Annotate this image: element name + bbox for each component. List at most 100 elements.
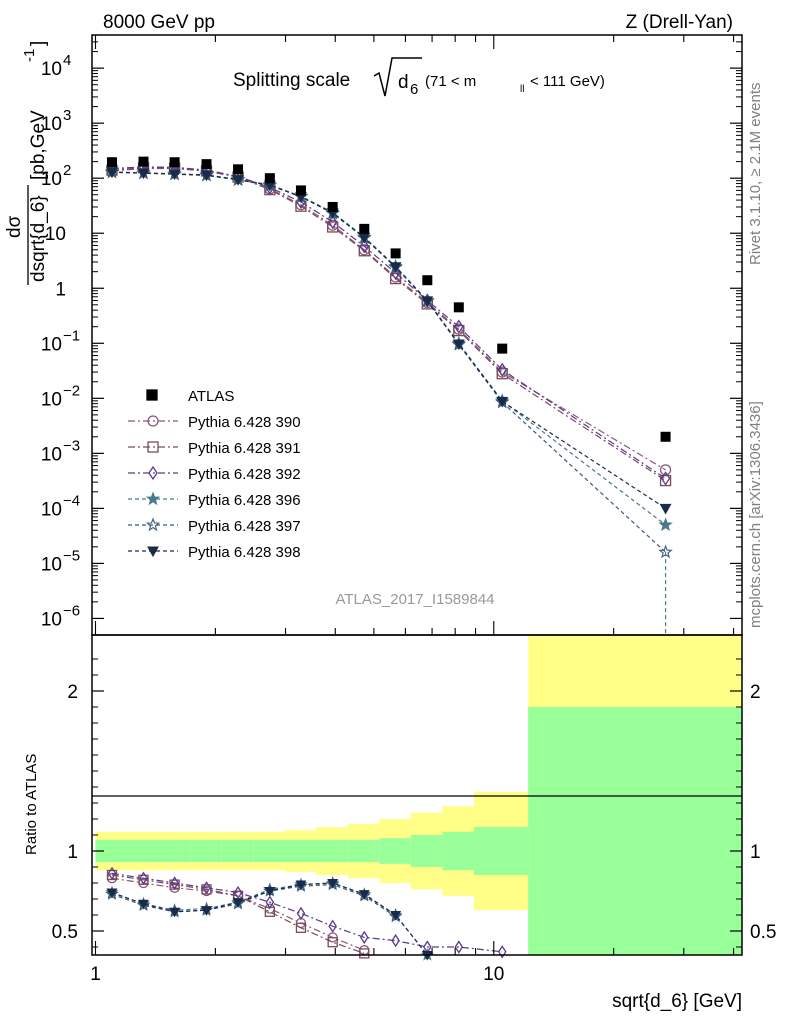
series-point: [659, 464, 672, 476]
series-line: [111, 167, 666, 482]
y-tick-exponent: −4: [63, 492, 80, 509]
stat-band: [528, 707, 742, 955]
series-point: [660, 471, 671, 486]
ratio-point: [202, 881, 211, 895]
ratio-axis-ticks: 2 2 1 1 0.5 0.5: [52, 658, 776, 948]
y-tick-label: 10: [41, 499, 62, 520]
y-tick-exponent: 4: [63, 52, 71, 69]
ratio-tick-label-right: 1: [750, 842, 761, 863]
ratio-tick-label: 0.5: [52, 922, 78, 943]
ratio-point: [169, 907, 181, 918]
y-label-units: [pb,GeV: [28, 110, 49, 180]
atlas-point: [106, 157, 117, 168]
legend-marker: [147, 441, 159, 453]
stat-band: [284, 839, 317, 863]
legend-label: ATLAS: [188, 388, 234, 405]
atlas-point: [327, 201, 338, 212]
ratio-y-label: Ratio to ATLAS: [23, 754, 40, 855]
ratio-point: [328, 919, 337, 933]
y-axis-label: dσ dsqrt{d_6} [pb,GeV -1 ]: [4, 41, 49, 285]
atlas-point: [138, 156, 149, 167]
y-label-numerator: dσ: [4, 215, 25, 238]
stat-band: [158, 839, 191, 863]
ratio-point: [295, 880, 307, 891]
series-point: [496, 368, 508, 380]
stat-band: [379, 838, 411, 864]
legend-label: Pythia 6.428 392: [188, 466, 301, 483]
atlas-point: [295, 185, 306, 196]
y-tick-label: 10: [45, 224, 66, 245]
y-tick-exponent: −2: [63, 382, 80, 399]
chart-title-range-sub: ll: [520, 84, 524, 95]
series-point: [200, 170, 213, 182]
chart-title: Splitting scale d 6 (71 < m ll < 111 GeV…: [233, 57, 605, 98]
y-tick-exponent: −5: [63, 547, 80, 564]
stat-band: [410, 835, 443, 867]
stat-band: [95, 839, 128, 863]
atlas-point: [453, 302, 464, 313]
x-axis-ticks: 1 10: [90, 35, 735, 985]
ratio-point: [138, 899, 149, 910]
ratio-point: [391, 933, 400, 948]
legend-label: Pythia 6.428 390: [188, 414, 301, 431]
main-series-group: [104, 156, 673, 635]
stat-band: [316, 839, 348, 863]
chart-title-var-sub: 6: [410, 81, 418, 98]
ratio-point: [327, 937, 338, 948]
atlas-point: [201, 159, 212, 170]
x-axis-label: sqrt{d_6} [GeV]: [612, 991, 742, 1012]
y-tick-label: 10: [41, 114, 62, 135]
atlas-point: [169, 157, 180, 168]
atlas-point: [390, 248, 401, 259]
stat-band: [221, 839, 254, 863]
series-point: [106, 167, 118, 179]
atlas-point: [497, 343, 508, 354]
ratio-line: [111, 874, 365, 954]
atlas-point: [233, 164, 244, 175]
series-point: [327, 214, 338, 230]
ratio-point: [201, 906, 212, 916]
ratio-point: [170, 876, 179, 890]
y-label-units-close: ]: [28, 41, 49, 46]
chart-title-range-b: < 111 GeV): [530, 73, 605, 90]
series-point: [452, 339, 465, 351]
ratio-point: [390, 910, 402, 921]
ratio-line: [111, 872, 503, 953]
y-tick-label: 10: [41, 334, 62, 355]
header-left: 8000 GeV pp: [103, 12, 215, 33]
y-tick-exponent: 2: [63, 162, 71, 179]
series-point: [137, 168, 150, 180]
legend-marker: [147, 546, 159, 558]
ratio-point: [264, 886, 276, 897]
ratio-point: [106, 888, 118, 899]
ratio-point: [358, 890, 370, 900]
atlas-point: [660, 431, 671, 442]
y-tick-label: 10: [41, 59, 62, 80]
stat-band: [474, 827, 529, 875]
chart-title-range-a: (71 < m: [425, 73, 476, 90]
ratio-uncertainty-bands: [95, 635, 742, 955]
series-line: [111, 166, 666, 479]
y-tick-label: 1: [55, 279, 66, 300]
ratio-point: [454, 940, 464, 954]
atlas-point: [422, 275, 433, 286]
y-label-units-sup: -1: [21, 49, 38, 62]
ratio-point: [360, 930, 369, 945]
y-tick-label: 10: [41, 444, 62, 465]
legend-marker: [146, 389, 158, 401]
atlas-point: [359, 223, 370, 234]
series-point: [453, 324, 465, 337]
atlas-point: [264, 173, 275, 184]
ratio-tick-label-right: 2: [750, 682, 761, 703]
legend-marker: [148, 465, 158, 481]
ratio-point: [107, 866, 117, 881]
y-tick-exponent: −1: [63, 327, 80, 344]
series-point: [232, 175, 244, 186]
stat-band: [127, 839, 159, 863]
series-point: [454, 319, 464, 334]
legend: ATLAS Pythia 6.428 390 Pythia 6.428 391 Pyt…: [128, 388, 301, 561]
series-point: [389, 262, 402, 273]
legend-label: Pythia 6.428 396: [188, 492, 301, 509]
